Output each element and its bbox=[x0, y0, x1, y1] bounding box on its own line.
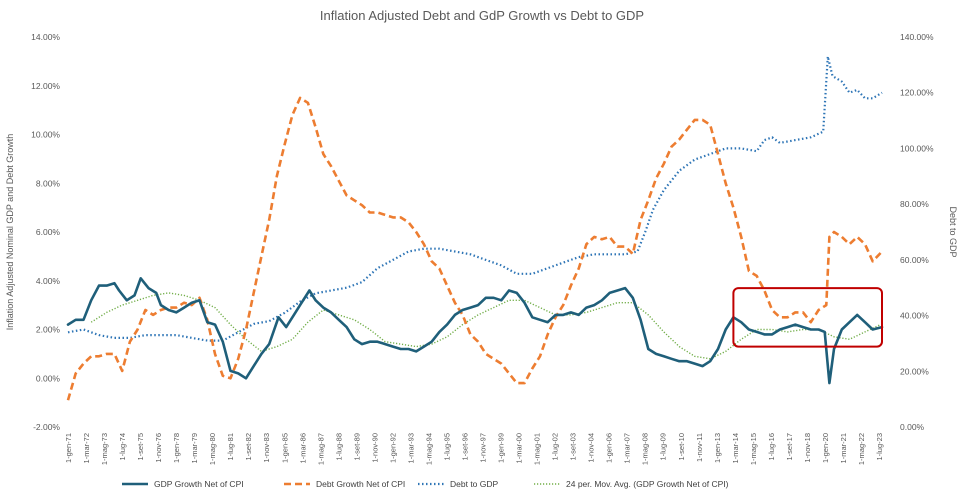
y-right-tick-label: 120.00% bbox=[900, 88, 934, 98]
x-tick-label: 1-set-89 bbox=[352, 433, 361, 461]
x-tick-label: 1-nov-76 bbox=[154, 433, 163, 463]
x-tick-label: 1-mar-93 bbox=[406, 433, 415, 463]
y-left-tick-label: 14.00% bbox=[31, 32, 60, 42]
x-tick-label: 1-nov-04 bbox=[587, 433, 596, 463]
x-tick-label: 1-gen-85 bbox=[280, 433, 289, 463]
y-left-tick-label: 8.00% bbox=[36, 178, 61, 188]
y-left-tick-label: 6.00% bbox=[36, 227, 61, 237]
series-line-0 bbox=[66, 277, 884, 385]
y-axis-right-ticks: 0.00% 20.00% 40.00% 60.00% 80.00% 100.00% 120.… bbox=[900, 32, 934, 432]
y-axis-right-label: Debt to GDP bbox=[948, 206, 958, 257]
x-tick-label: 1-nov-90 bbox=[370, 433, 379, 463]
x-tick-label: 1-gen-99 bbox=[497, 433, 506, 463]
series-layer bbox=[66, 55, 884, 401]
x-tick-label: 1-lug-02 bbox=[551, 433, 560, 461]
x-tick-label: 1-mag-87 bbox=[316, 433, 325, 465]
x-tick-label: 1-gen-78 bbox=[172, 433, 181, 463]
chart-title: Inflation Adjusted Debt and GdP Growth v… bbox=[320, 8, 644, 23]
y-right-tick-label: 140.00% bbox=[900, 32, 934, 42]
x-tick-label: 1-lug-88 bbox=[334, 433, 343, 461]
y-right-tick-label: 0.00% bbox=[900, 422, 925, 432]
x-axis-ticks: 1-gen-71 1-mar-72 1-mag-73 1-lug-74 1-set-75… bbox=[64, 433, 884, 465]
series-line-3 bbox=[90, 292, 881, 360]
x-tick-label: 1-lug-74 bbox=[118, 433, 127, 461]
highlight-box bbox=[732, 287, 884, 348]
x-tick-label: 1-gen-71 bbox=[64, 433, 73, 463]
x-tick-label: 1-lug-09 bbox=[659, 433, 668, 461]
legend-label-3: 24 per. Mov. Avg. (GDP Growth Net of CPI… bbox=[566, 479, 729, 489]
x-tick-label: 1-set-96 bbox=[461, 433, 470, 461]
x-tick-label: 1-mar-07 bbox=[623, 433, 632, 463]
series-line-1 bbox=[66, 96, 883, 401]
x-tick-label: 1-lug-16 bbox=[767, 433, 776, 461]
y-left-tick-label: 2.00% bbox=[36, 325, 61, 335]
x-tick-label: 1-set-10 bbox=[677, 433, 686, 461]
legend-label-2: Debt to GDP bbox=[450, 479, 499, 489]
y-right-tick-label: 60.00% bbox=[900, 255, 929, 265]
x-tick-label: 1-gen-20 bbox=[821, 433, 830, 463]
y-right-tick-label: 20.00% bbox=[900, 366, 929, 376]
y-left-tick-label: 0.00% bbox=[36, 373, 61, 383]
legend-label-0: GDP Growth Net of CPI bbox=[154, 479, 244, 489]
x-tick-label: 1-mag-08 bbox=[641, 433, 650, 465]
y-left-tick-label: -2.00% bbox=[33, 422, 60, 432]
x-tick-label: 1-mar-72 bbox=[82, 433, 91, 463]
x-tick-label: 1-lug-23 bbox=[875, 433, 884, 461]
legend: GDP Growth Net of CPI Debt Growth Net of … bbox=[122, 479, 729, 489]
x-tick-label: 1-mar-14 bbox=[731, 433, 740, 463]
x-tick-label: 1-mar-79 bbox=[190, 433, 199, 463]
x-tick-label: 1-lug-81 bbox=[226, 433, 235, 461]
x-tick-label: 1-set-82 bbox=[244, 433, 253, 461]
y-right-tick-label: 100.00% bbox=[900, 143, 934, 153]
y-left-tick-label: 4.00% bbox=[36, 276, 61, 286]
x-tick-label: 1-set-17 bbox=[785, 433, 794, 461]
x-tick-label: 1-mag-94 bbox=[424, 433, 433, 465]
x-tick-label: 1-mar-21 bbox=[839, 433, 848, 463]
y-right-tick-label: 40.00% bbox=[900, 311, 929, 321]
x-tick-label: 1-mag-73 bbox=[100, 433, 109, 465]
x-tick-label: 1-gen-13 bbox=[713, 433, 722, 463]
y-axis-left-ticks: -2.00% 0.00% 2.00% 4.00% 6.00% 8.00% 10.00% 12.… bbox=[31, 32, 60, 432]
y-left-tick-label: 10.00% bbox=[31, 130, 60, 140]
x-tick-label: 1-mar-86 bbox=[298, 433, 307, 463]
y-right-tick-label: 80.00% bbox=[900, 199, 929, 209]
x-tick-label: 1-nov-18 bbox=[803, 433, 812, 463]
y-axis-left-label: Inflation Adjusted Nominal GDP and Debt … bbox=[5, 134, 15, 330]
y-left-tick-label: 12.00% bbox=[31, 81, 60, 91]
x-tick-label: 1-set-03 bbox=[569, 433, 578, 461]
x-tick-label: 1-gen-06 bbox=[605, 433, 614, 463]
x-tick-label: 1-mag-22 bbox=[857, 433, 866, 465]
legend-label-1: Debt Growth Net of CPI bbox=[316, 479, 405, 489]
x-tick-label: 1-mag-80 bbox=[208, 433, 217, 465]
x-tick-label: 1-nov-11 bbox=[695, 433, 704, 462]
x-tick-label: 1-nov-83 bbox=[262, 433, 271, 463]
x-tick-label: 1-mag-15 bbox=[749, 433, 758, 465]
x-tick-label: 1-gen-92 bbox=[388, 433, 397, 463]
x-tick-label: 1-set-75 bbox=[136, 433, 145, 461]
x-tick-label: 1-lug-95 bbox=[443, 433, 452, 461]
x-tick-label: 1-mar-00 bbox=[515, 433, 524, 463]
x-tick-label: 1-mag-01 bbox=[533, 433, 542, 465]
x-tick-label: 1-nov-97 bbox=[479, 433, 488, 463]
